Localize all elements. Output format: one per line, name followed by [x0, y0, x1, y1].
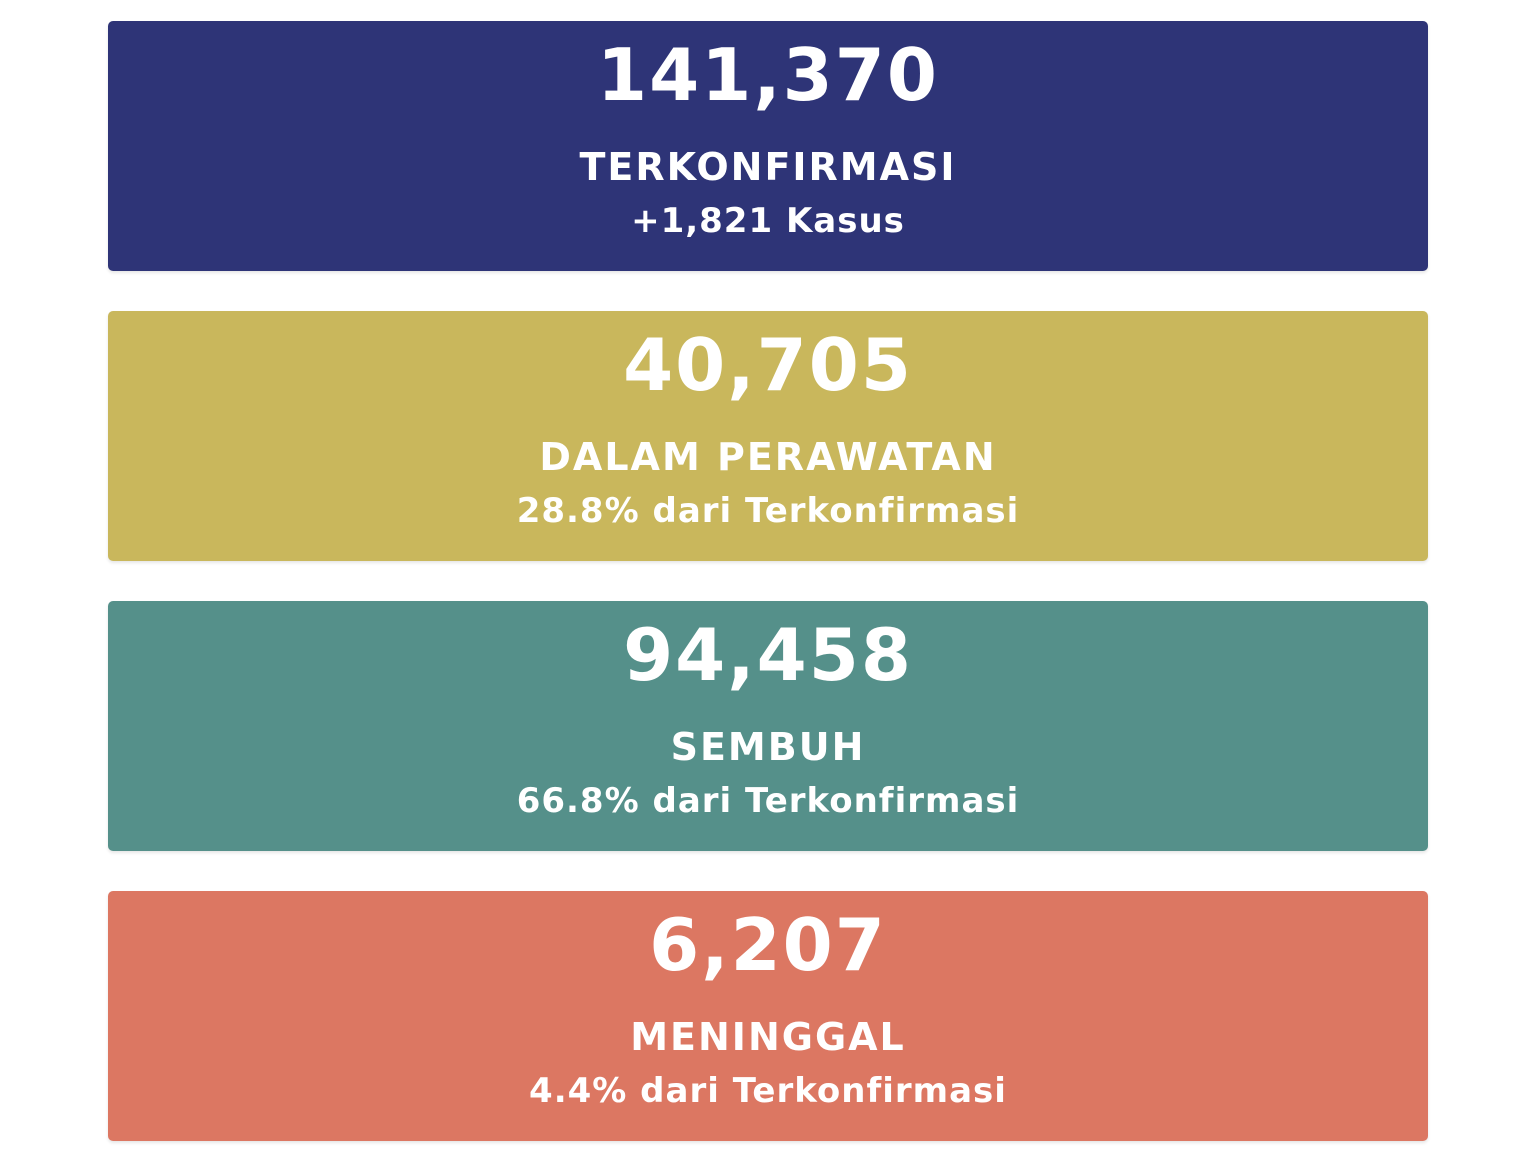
recovered-count: 94,458	[623, 613, 913, 697]
deceased-label: MENINGGAL	[630, 1015, 906, 1059]
in-treatment-percentage: 28.8% dari Terkonfirmasi	[516, 491, 1020, 531]
confirmed-new-cases: +1,821 Kasus	[631, 201, 905, 241]
in-treatment-card: 40,705 DALAM PERAWATAN 28.8% dari Terkon…	[108, 311, 1428, 561]
deceased-card: 6,207 MENINGGAL 4.4% dari Terkonfirmasi	[108, 891, 1428, 1141]
in-treatment-label: DALAM PERAWATAN	[539, 435, 997, 479]
deceased-count: 6,207	[649, 903, 887, 987]
confirmed-count: 141,370	[597, 33, 939, 117]
deceased-percentage: 4.4% dari Terkonfirmasi	[529, 1071, 1007, 1111]
in-treatment-count: 40,705	[623, 323, 913, 407]
recovered-label: SEMBUH	[670, 725, 866, 769]
confirmed-card: 141,370 TERKONFIRMASI +1,821 Kasus	[108, 21, 1428, 271]
recovered-card: 94,458 SEMBUH 66.8% dari Terkonfirmasi	[108, 601, 1428, 851]
recovered-percentage: 66.8% dari Terkonfirmasi	[516, 781, 1020, 821]
confirmed-label: TERKONFIRMASI	[579, 145, 957, 189]
